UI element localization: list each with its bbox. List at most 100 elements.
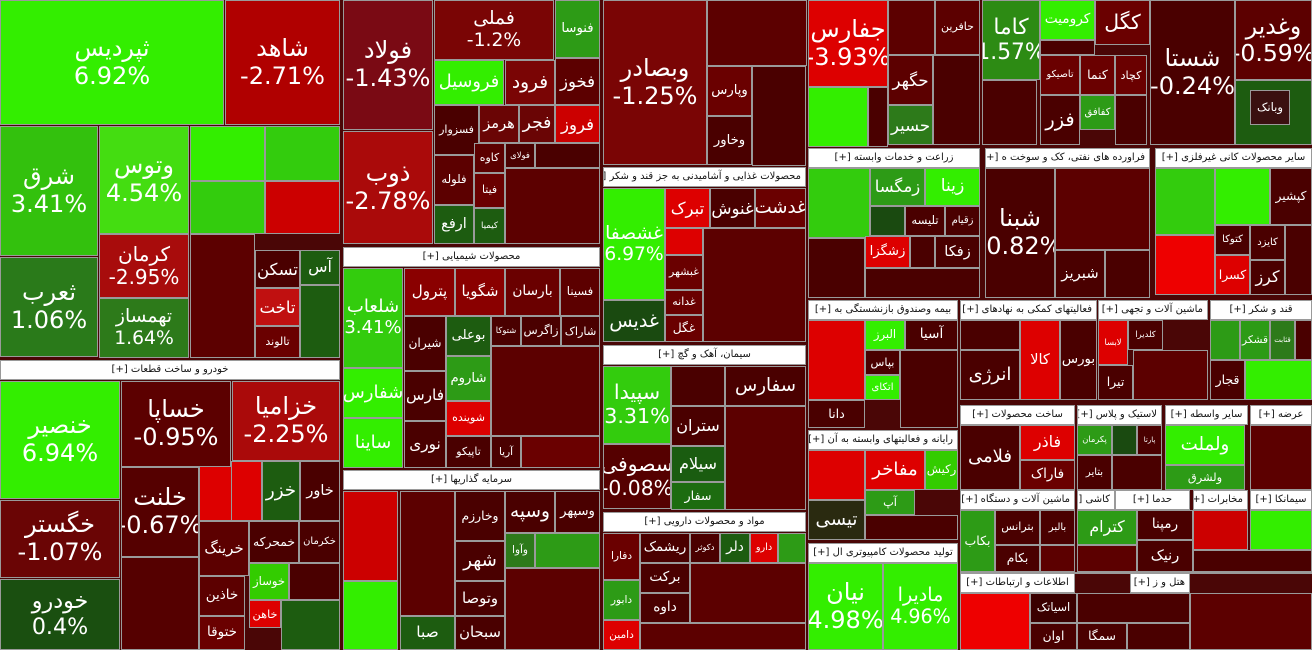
stock-name: دکوثر	[695, 542, 715, 553]
stock-tile: بتایر	[1077, 455, 1112, 490]
stock-tile: شوینده	[446, 401, 491, 436]
stock-name: خودرو	[31, 587, 89, 614]
sector-header[interactable]: هتل و ز [+]	[1130, 573, 1190, 593]
stock-name: بوعلی	[451, 328, 486, 344]
stock-tile: فملی -1.2%	[434, 0, 554, 60]
sector-header[interactable]: ماشین آلات و تجهی [+]	[1098, 300, 1208, 320]
stock-name: شوینده	[452, 411, 485, 425]
stock-change: -1.2%	[466, 30, 522, 51]
stock-tile: ثعرب 1.06%	[0, 257, 98, 357]
stock-name: خگستر	[25, 510, 95, 539]
stock-tile: دانا	[808, 400, 865, 428]
stock-tile: کنما	[1080, 55, 1115, 95]
sector-header[interactable]: اطلاعات و ارتباطات [+]	[960, 573, 1075, 593]
stock-name: بکام	[1006, 551, 1029, 566]
stock-name: زقیام	[951, 215, 974, 227]
sector-header[interactable]: سایر واسطه [+]	[1165, 405, 1248, 425]
tile-filler	[1155, 168, 1215, 235]
tile-filler	[535, 143, 600, 168]
stock-name: شرق	[23, 162, 75, 191]
stock-name: کگل	[1104, 9, 1141, 34]
sector-header[interactable]: بیمه وصندوق بازنشستگی به [+]	[808, 300, 958, 320]
sector-header[interactable]: رایانه و فعالیتهای وابسته به آن [+]	[808, 430, 958, 450]
stock-name: سیلام	[679, 453, 717, 473]
stock-name: مفاخر	[872, 458, 918, 480]
stock-tile: فنوسا	[555, 0, 600, 58]
stock-tile: جفارس -3.93%	[808, 0, 888, 87]
sector-header[interactable]: زراعت و خدمات وابسته [+]	[808, 148, 980, 168]
stock-name: دارو	[755, 542, 773, 554]
sector-header[interactable]: سایر محصولات کانی غیرفلزی [+]	[1155, 148, 1312, 168]
stock-tile: کرز	[1250, 260, 1285, 295]
stock-name: غدیس	[609, 309, 659, 333]
stock-tile: فاراک	[1020, 460, 1075, 490]
stock-tile: مادیرا 4.96%	[883, 563, 958, 650]
sector-header[interactable]: سرمایه گذاریها [+]	[343, 470, 600, 490]
sector-header[interactable]: خودرو و ساخت قطعات [+]	[0, 360, 340, 380]
stock-name: شهر	[463, 549, 497, 571]
stock-tile: غنوش	[710, 188, 755, 228]
stock-name: رنیک	[1150, 547, 1180, 564]
stock-tile: ولشرق	[1165, 465, 1245, 490]
sector-header[interactable]: سیمانکا [+]	[1250, 490, 1312, 510]
sector-header[interactable]: قند و شکر [+]	[1210, 300, 1312, 320]
stock-tile: مفاخر	[865, 450, 925, 490]
sector-header[interactable]: عرضه [+]	[1250, 405, 1312, 425]
stock-tile: البرز	[865, 320, 905, 350]
stock-tile: تهمساز 1.64%	[99, 298, 189, 358]
stock-name: غگل	[672, 321, 696, 336]
stock-tile: شستا -0.24%	[1150, 0, 1235, 145]
stock-tile: خساپا -0.95%	[121, 381, 231, 467]
tile-filler	[400, 491, 455, 616]
stock-name: خرینگ	[204, 539, 244, 557]
stock-tile: خاور	[300, 461, 340, 521]
stock-tile: خنصیر 6.94%	[0, 381, 120, 499]
stock-tile: اسیاتک	[1030, 593, 1077, 623]
stock-name: شفارس	[343, 381, 403, 403]
sector-header[interactable]: فعالیتهای کمکی به نهادهای [+]	[960, 300, 1097, 320]
stock-name: نیان	[826, 577, 865, 606]
tile-filler	[910, 236, 935, 268]
sector-header[interactable]: محصولات غذایی و آشامیدنی به جز قند و شکر…	[603, 167, 806, 187]
sector-header[interactable]: سیمان، آهک و گچ [+]	[603, 345, 806, 365]
stock-tile: بپاس	[865, 350, 900, 375]
tile-filler	[960, 320, 1020, 350]
stock-tile: ذوب -2.78%	[343, 131, 433, 244]
sector-header[interactable]: ماشین آلات و دستگاه [+]	[960, 490, 1075, 510]
stock-tile: غدیس	[603, 300, 665, 342]
stock-tile: وبصادر -1.25%	[603, 0, 707, 165]
sector-header[interactable]: تولید محصولات کامپیوتری ال [+]	[808, 543, 958, 563]
stock-tile: کپشیر	[1270, 168, 1312, 225]
stock-tile: کلدیرا	[1128, 320, 1163, 350]
stock-tile: ستران	[671, 406, 725, 446]
sector-header[interactable]: ساخت محصولات [+]	[960, 405, 1075, 425]
tile-filler	[1155, 235, 1215, 295]
stock-name: زاگرس	[523, 323, 559, 338]
sector-header[interactable]: مخابرات [+]	[1193, 490, 1248, 510]
stock-name: تلیسه	[911, 213, 939, 228]
stock-name: بارسان	[512, 283, 553, 300]
sector-header[interactable]: لاستیک و پلاس [+]	[1077, 405, 1162, 425]
sector-header[interactable]: کاشی [+]	[1077, 490, 1115, 510]
stock-tile: کیمیا	[474, 208, 505, 244]
tile-filler	[870, 206, 905, 236]
sector-header[interactable]: محصولات شیمیایی [+]	[343, 247, 600, 267]
sector-header[interactable]: حدما [+]	[1115, 490, 1190, 510]
sector-header[interactable]: مواد و محصولات دارویی [+]	[603, 512, 806, 532]
tile-filler	[640, 623, 806, 650]
stock-tile: تاخت	[255, 288, 300, 326]
stock-tile: حسیر	[888, 105, 933, 145]
stock-change: 1.64%	[114, 328, 174, 349]
stock-name: سصوفی	[603, 452, 671, 477]
sector-header[interactable]: فراورده های نفتی، کک و سوخت ه [+]	[985, 148, 1150, 168]
tile-filler	[343, 581, 398, 650]
stock-tile: زمگسا	[870, 168, 925, 206]
stock-tile: خوساز	[249, 563, 289, 600]
stock-name: فاذر	[1033, 432, 1062, 452]
stock-name: شاهد	[256, 33, 309, 62]
stock-name: وبانک	[1257, 99, 1283, 114]
stock-name: آپ	[883, 494, 897, 509]
stock-tile: شاروم	[446, 356, 491, 401]
stock-tile: غدانه	[665, 290, 703, 315]
stock-tile: زاگرس	[521, 316, 561, 346]
